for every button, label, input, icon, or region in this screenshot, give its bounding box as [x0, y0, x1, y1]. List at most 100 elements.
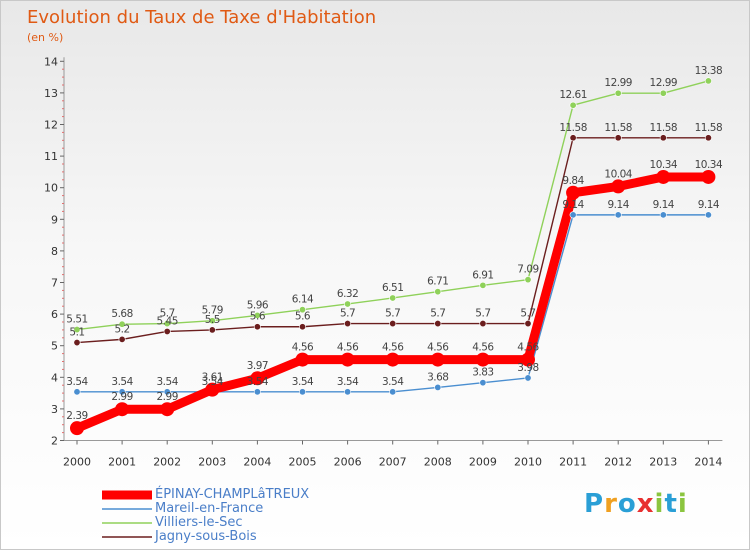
data-point: [208, 317, 216, 325]
legend-label-mareil: Mareil-en-France: [155, 501, 264, 516]
data-label: 11.58: [695, 122, 723, 134]
data-label: 5.96: [247, 299, 269, 311]
y-tick-label: 10: [44, 182, 58, 195]
data-point: [115, 402, 130, 417]
x-tick-label: 2005: [289, 456, 317, 469]
data-label: 3.54: [247, 376, 269, 388]
data-point: [479, 281, 487, 289]
data-point: [70, 421, 84, 436]
data-point: [614, 89, 622, 97]
data-point: [340, 352, 355, 367]
data-point: [614, 134, 622, 142]
data-point: [298, 388, 306, 396]
data-label: 5.51: [66, 314, 87, 326]
data-point: [205, 382, 220, 397]
data-label: 11.58: [650, 122, 678, 134]
data-label: 2.99: [111, 391, 132, 403]
data-label: 3.61: [202, 372, 223, 384]
data-label: 3.97: [247, 360, 268, 372]
data-point: [73, 388, 81, 396]
data-point: [298, 306, 306, 314]
data-label: 5.45: [157, 315, 178, 327]
data-label: 3.83: [472, 367, 493, 379]
logo-letter: t: [664, 489, 678, 519]
y-tick-label: 7: [51, 277, 58, 290]
logo-letter: r: [604, 489, 618, 519]
data-label: 5.7: [160, 308, 175, 320]
data-point: [160, 402, 175, 417]
y-tick-label: 11: [44, 150, 58, 163]
proxiti-logo: Proxiti: [584, 489, 688, 519]
data-label: 5.68: [111, 308, 132, 320]
axes: 2 3 4 5 6 7 8 9 10 11 12 13 14 2000 2001 2002 2003 2004 20…: [44, 55, 723, 469]
data-point: [73, 326, 81, 334]
data-point: [389, 320, 397, 328]
chart-title: Evolution du Taux de Taxe d'Habitation: [27, 7, 377, 28]
x-tick-label: 2014: [694, 456, 722, 469]
legend-label-epinay: ÉPINAY-CHAMPLâTREUX: [155, 487, 310, 502]
data-label: 5.5: [205, 314, 220, 326]
data-label: 11.58: [604, 122, 632, 134]
data-label: 5.79: [202, 305, 223, 317]
y-tick-label: 2: [51, 435, 58, 448]
data-point: [659, 211, 667, 219]
data-point: [250, 371, 265, 386]
data-point: [118, 335, 126, 343]
data-label: 7.09: [517, 264, 538, 276]
data-point: [434, 320, 442, 328]
y-tick-label: 12: [44, 119, 58, 132]
x-tick-label: 2004: [243, 456, 271, 469]
data-label: 4.56: [427, 342, 449, 354]
data-point: [344, 300, 352, 308]
x-tick-label: 2013: [649, 456, 677, 469]
data-label: 9.14: [608, 199, 630, 211]
data-point: [701, 169, 716, 184]
data-point: [524, 374, 532, 382]
data-label: 4.56: [337, 342, 359, 354]
data-point: [524, 276, 532, 284]
data-point: [704, 77, 712, 85]
x-tick-label: 2010: [514, 456, 542, 469]
data-point: [611, 179, 626, 194]
logo-letter: x: [636, 489, 655, 519]
data-label: 11.58: [559, 122, 587, 134]
data-label: 6.71: [427, 276, 448, 288]
legend-marks: [102, 490, 152, 538]
y-tick-label: 13: [44, 87, 58, 100]
x-tick-label: 2009: [469, 456, 497, 469]
data-point: [298, 323, 306, 331]
data-point: [704, 211, 712, 219]
data-label: 12.99: [650, 77, 678, 89]
data-point: [614, 211, 622, 219]
x-tick-label: 2011: [559, 456, 587, 469]
data-point: [566, 185, 581, 200]
data-point: [659, 134, 667, 142]
data-point: [163, 320, 171, 328]
x-tick-label: 2001: [108, 456, 136, 469]
data-label: 6.32: [337, 288, 358, 300]
logo-letter: i: [677, 489, 688, 519]
data-label: 9.14: [698, 199, 720, 211]
data-label: 3.54: [382, 376, 404, 388]
x-tick-label: 2007: [379, 456, 407, 469]
y-tick-label: 3: [51, 403, 58, 416]
data-point: [389, 294, 397, 302]
data-label: 4.56: [292, 342, 314, 354]
data-label: 9.84: [562, 175, 584, 187]
data-point: [569, 134, 577, 142]
data-point: [344, 320, 352, 328]
data-label: 3.54: [111, 376, 133, 388]
data-label: 12.99: [604, 77, 632, 89]
data-point: [163, 388, 171, 396]
data-label: 3.54: [337, 376, 359, 388]
x-tick-label: 2012: [604, 456, 632, 469]
data-label: 13.38: [695, 65, 723, 77]
data-label: 9.14: [653, 199, 675, 211]
y-tick-label: 8: [51, 245, 58, 258]
y-tick-label: 6: [51, 308, 58, 321]
data-label: 3.98: [517, 362, 538, 374]
y-tick-label: 9: [51, 213, 58, 226]
logo-letter: i: [654, 489, 665, 519]
